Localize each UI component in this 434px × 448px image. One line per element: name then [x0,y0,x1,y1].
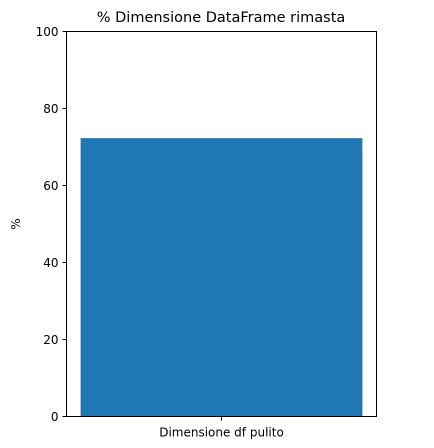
bar [80,138,363,417]
y-tick-label: 60 [43,179,58,193]
y-tick-label: 80 [43,102,58,116]
plot-area-frame [66,31,377,417]
y-axis-ticks: 0 20 40 60 80 100 [36,25,67,424]
y-tick-label: 20 [43,333,58,347]
x-axis-ticks: Dimensione df pulito [159,416,284,440]
y-axis-label: % [9,218,23,229]
chart-title: % Dimensione DataFrame rimasta [97,10,346,26]
x-tick-label: Dimensione df pulito [159,426,284,440]
y-tick-label: 40 [43,256,58,270]
y-tick-label: 100 [36,25,59,39]
y-tick-label: 0 [51,410,59,424]
bars-group [80,138,363,417]
